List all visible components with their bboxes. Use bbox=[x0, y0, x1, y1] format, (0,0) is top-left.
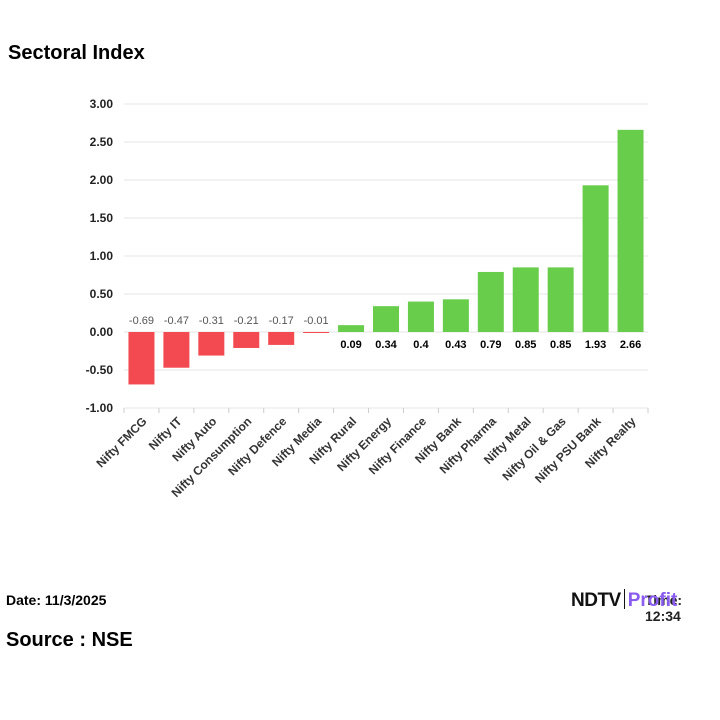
bar bbox=[128, 332, 155, 385]
y-tick-label: 1.00 bbox=[90, 249, 114, 263]
y-tick-label: -1.00 bbox=[86, 401, 114, 415]
y-tick-label: 2.50 bbox=[90, 135, 114, 149]
bar bbox=[338, 325, 365, 332]
bar bbox=[373, 306, 399, 332]
date-label: Date: 11/3/2025 bbox=[6, 592, 107, 608]
data-label: -0.01 bbox=[304, 315, 329, 327]
bar bbox=[268, 332, 295, 345]
y-axis-tick-labels: -1.00 -0.50 0.00 0.50 1.00 1.50 2.00 2.50 3.00 bbox=[86, 97, 114, 415]
y-tick-label: -0.50 bbox=[86, 363, 114, 377]
bar bbox=[547, 267, 574, 332]
data-label: 0.79 bbox=[480, 339, 501, 351]
data-label: 0.09 bbox=[340, 339, 361, 351]
time-label: Time: 12:34 bbox=[645, 592, 683, 624]
data-label: 2.66 bbox=[620, 339, 641, 351]
source-label: Source : NSE bbox=[6, 629, 133, 651]
logo-ndtv-text: NDTV bbox=[571, 590, 621, 611]
y-tick-label: 2.00 bbox=[90, 173, 114, 187]
logo-divider bbox=[623, 589, 625, 609]
data-label: 0.85 bbox=[515, 339, 536, 351]
data-label: -0.69 bbox=[129, 315, 154, 327]
data-label: 0.85 bbox=[550, 339, 571, 351]
bars bbox=[128, 129, 644, 385]
bar bbox=[512, 267, 539, 332]
y-tick-label: 0.00 bbox=[90, 325, 114, 339]
chart-title: Sectoral Index bbox=[8, 42, 145, 64]
y-tick-label: 1.50 bbox=[90, 211, 114, 225]
data-labels: -0.69 -0.47 -0.31 -0.21 -0.17 -0.01 0.09 0.34 0.… bbox=[129, 315, 641, 351]
bar bbox=[163, 332, 190, 368]
bar bbox=[303, 332, 330, 333]
data-label: -0.21 bbox=[234, 315, 259, 327]
data-label: 1.93 bbox=[585, 339, 606, 351]
bar bbox=[582, 185, 609, 332]
bar bbox=[233, 332, 260, 348]
grid-lines bbox=[123, 103, 649, 413]
data-label: -0.17 bbox=[269, 315, 294, 327]
x-tick-label: Nifty FMCG bbox=[93, 414, 149, 470]
y-tick-label: 3.00 bbox=[90, 97, 114, 111]
bar bbox=[442, 299, 469, 332]
data-label: 0.4 bbox=[413, 339, 429, 351]
data-label: -0.47 bbox=[164, 315, 189, 327]
bar bbox=[198, 332, 225, 356]
bar bbox=[407, 301, 434, 332]
y-tick-label: 0.50 bbox=[90, 287, 114, 301]
data-label: 0.34 bbox=[375, 339, 397, 351]
bar bbox=[617, 129, 644, 332]
data-label: 0.43 bbox=[445, 339, 466, 351]
bar bbox=[477, 271, 504, 332]
logo-profit-text: Profit bbox=[627, 590, 678, 611]
data-label: -0.31 bbox=[199, 315, 224, 327]
ndtv-profit-logo: NDTV Profit bbox=[571, 589, 677, 615]
